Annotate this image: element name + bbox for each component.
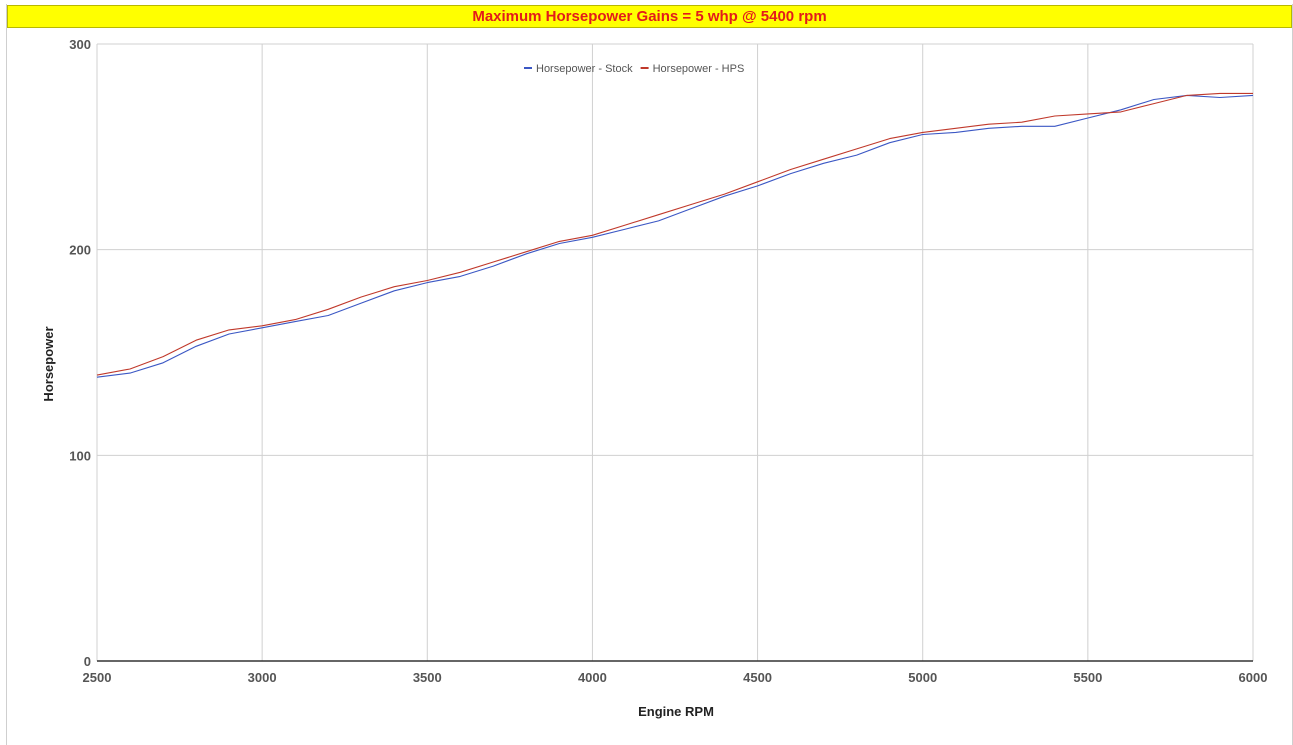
legend-label: Horsepower - Stock [536,63,633,75]
x-tick-label: 6000 [1239,670,1268,685]
grid-lines [96,43,1254,662]
x-tick-label: 4500 [743,670,772,685]
title-banner: Maximum Horsepower Gains = 5 whp @ 5400 … [7,5,1292,28]
y-tick-label: 100 [69,448,91,463]
x-tick-label: 5000 [908,670,937,685]
y-axis-title: Horsepower [41,326,56,401]
legend-label: Horsepower - HPS [653,63,745,75]
chart-title: Maximum Horsepower Gains = 5 whp @ 5400 … [472,8,827,25]
y-axis-ticks: 0 100 200 300 [69,37,91,669]
y-tick-label: 200 [69,243,91,258]
y-tick-label: 300 [69,37,91,52]
x-tick-label: 5500 [1073,670,1102,685]
y-tick-label: 0 [84,654,91,669]
x-tick-label: 3000 [248,670,277,685]
x-tick-label: 3500 [413,670,442,685]
series-line-hps [96,92,1253,376]
series-lines [96,92,1254,378]
series-line-stock [96,94,1254,378]
x-tick-label: 2500 [83,670,112,685]
x-axis-title: Engine RPM [638,704,714,719]
x-tick-label: 4000 [578,670,607,685]
legend: Horsepower - Stock Horsepower - HPS [524,63,744,75]
x-axis-ticks: 2500 3000 3500 4000 4500 5000 5500 6000 [83,670,1268,685]
